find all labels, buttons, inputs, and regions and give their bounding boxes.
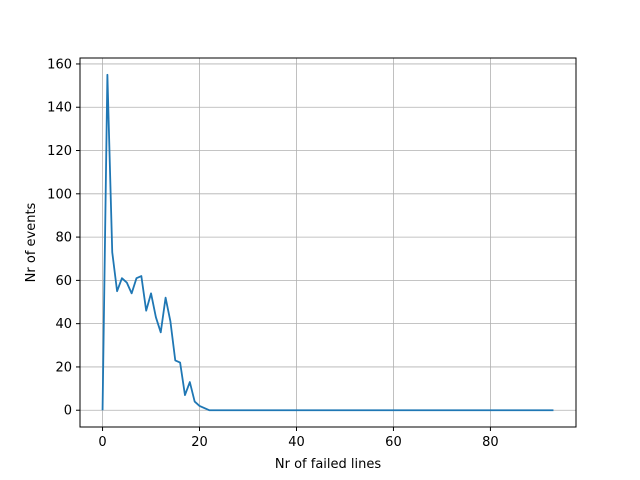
y-tick-label: 20 [55, 360, 72, 375]
y-tick-label: 0 [64, 404, 72, 419]
x-tick-label: 0 [98, 435, 106, 450]
y-tick-label: 140 [47, 101, 72, 116]
x-tick-label: 40 [288, 435, 305, 450]
y-tick-label: 100 [47, 187, 72, 202]
y-tick-label: 160 [47, 57, 72, 72]
y-axis-label: Nr of events [24, 202, 39, 282]
plot-frame [79, 57, 577, 428]
x-axis: 0 20 40 60 80 [98, 427, 499, 450]
y-tick-label: 80 [55, 231, 72, 246]
x-axis-label: Nr of failed lines [275, 457, 381, 472]
x-tick-label: 80 [482, 435, 499, 450]
series-group [101, 73, 554, 412]
y-tick-label: 40 [55, 317, 72, 332]
y-tick-label: 60 [55, 274, 72, 289]
x-tick-label: 20 [191, 435, 208, 450]
series-line [101, 73, 554, 412]
y-tick-label: 120 [47, 144, 72, 159]
y-axis: 0 20 40 60 80 100 120 140 160 [47, 57, 80, 419]
x-tick-label: 60 [385, 435, 402, 450]
